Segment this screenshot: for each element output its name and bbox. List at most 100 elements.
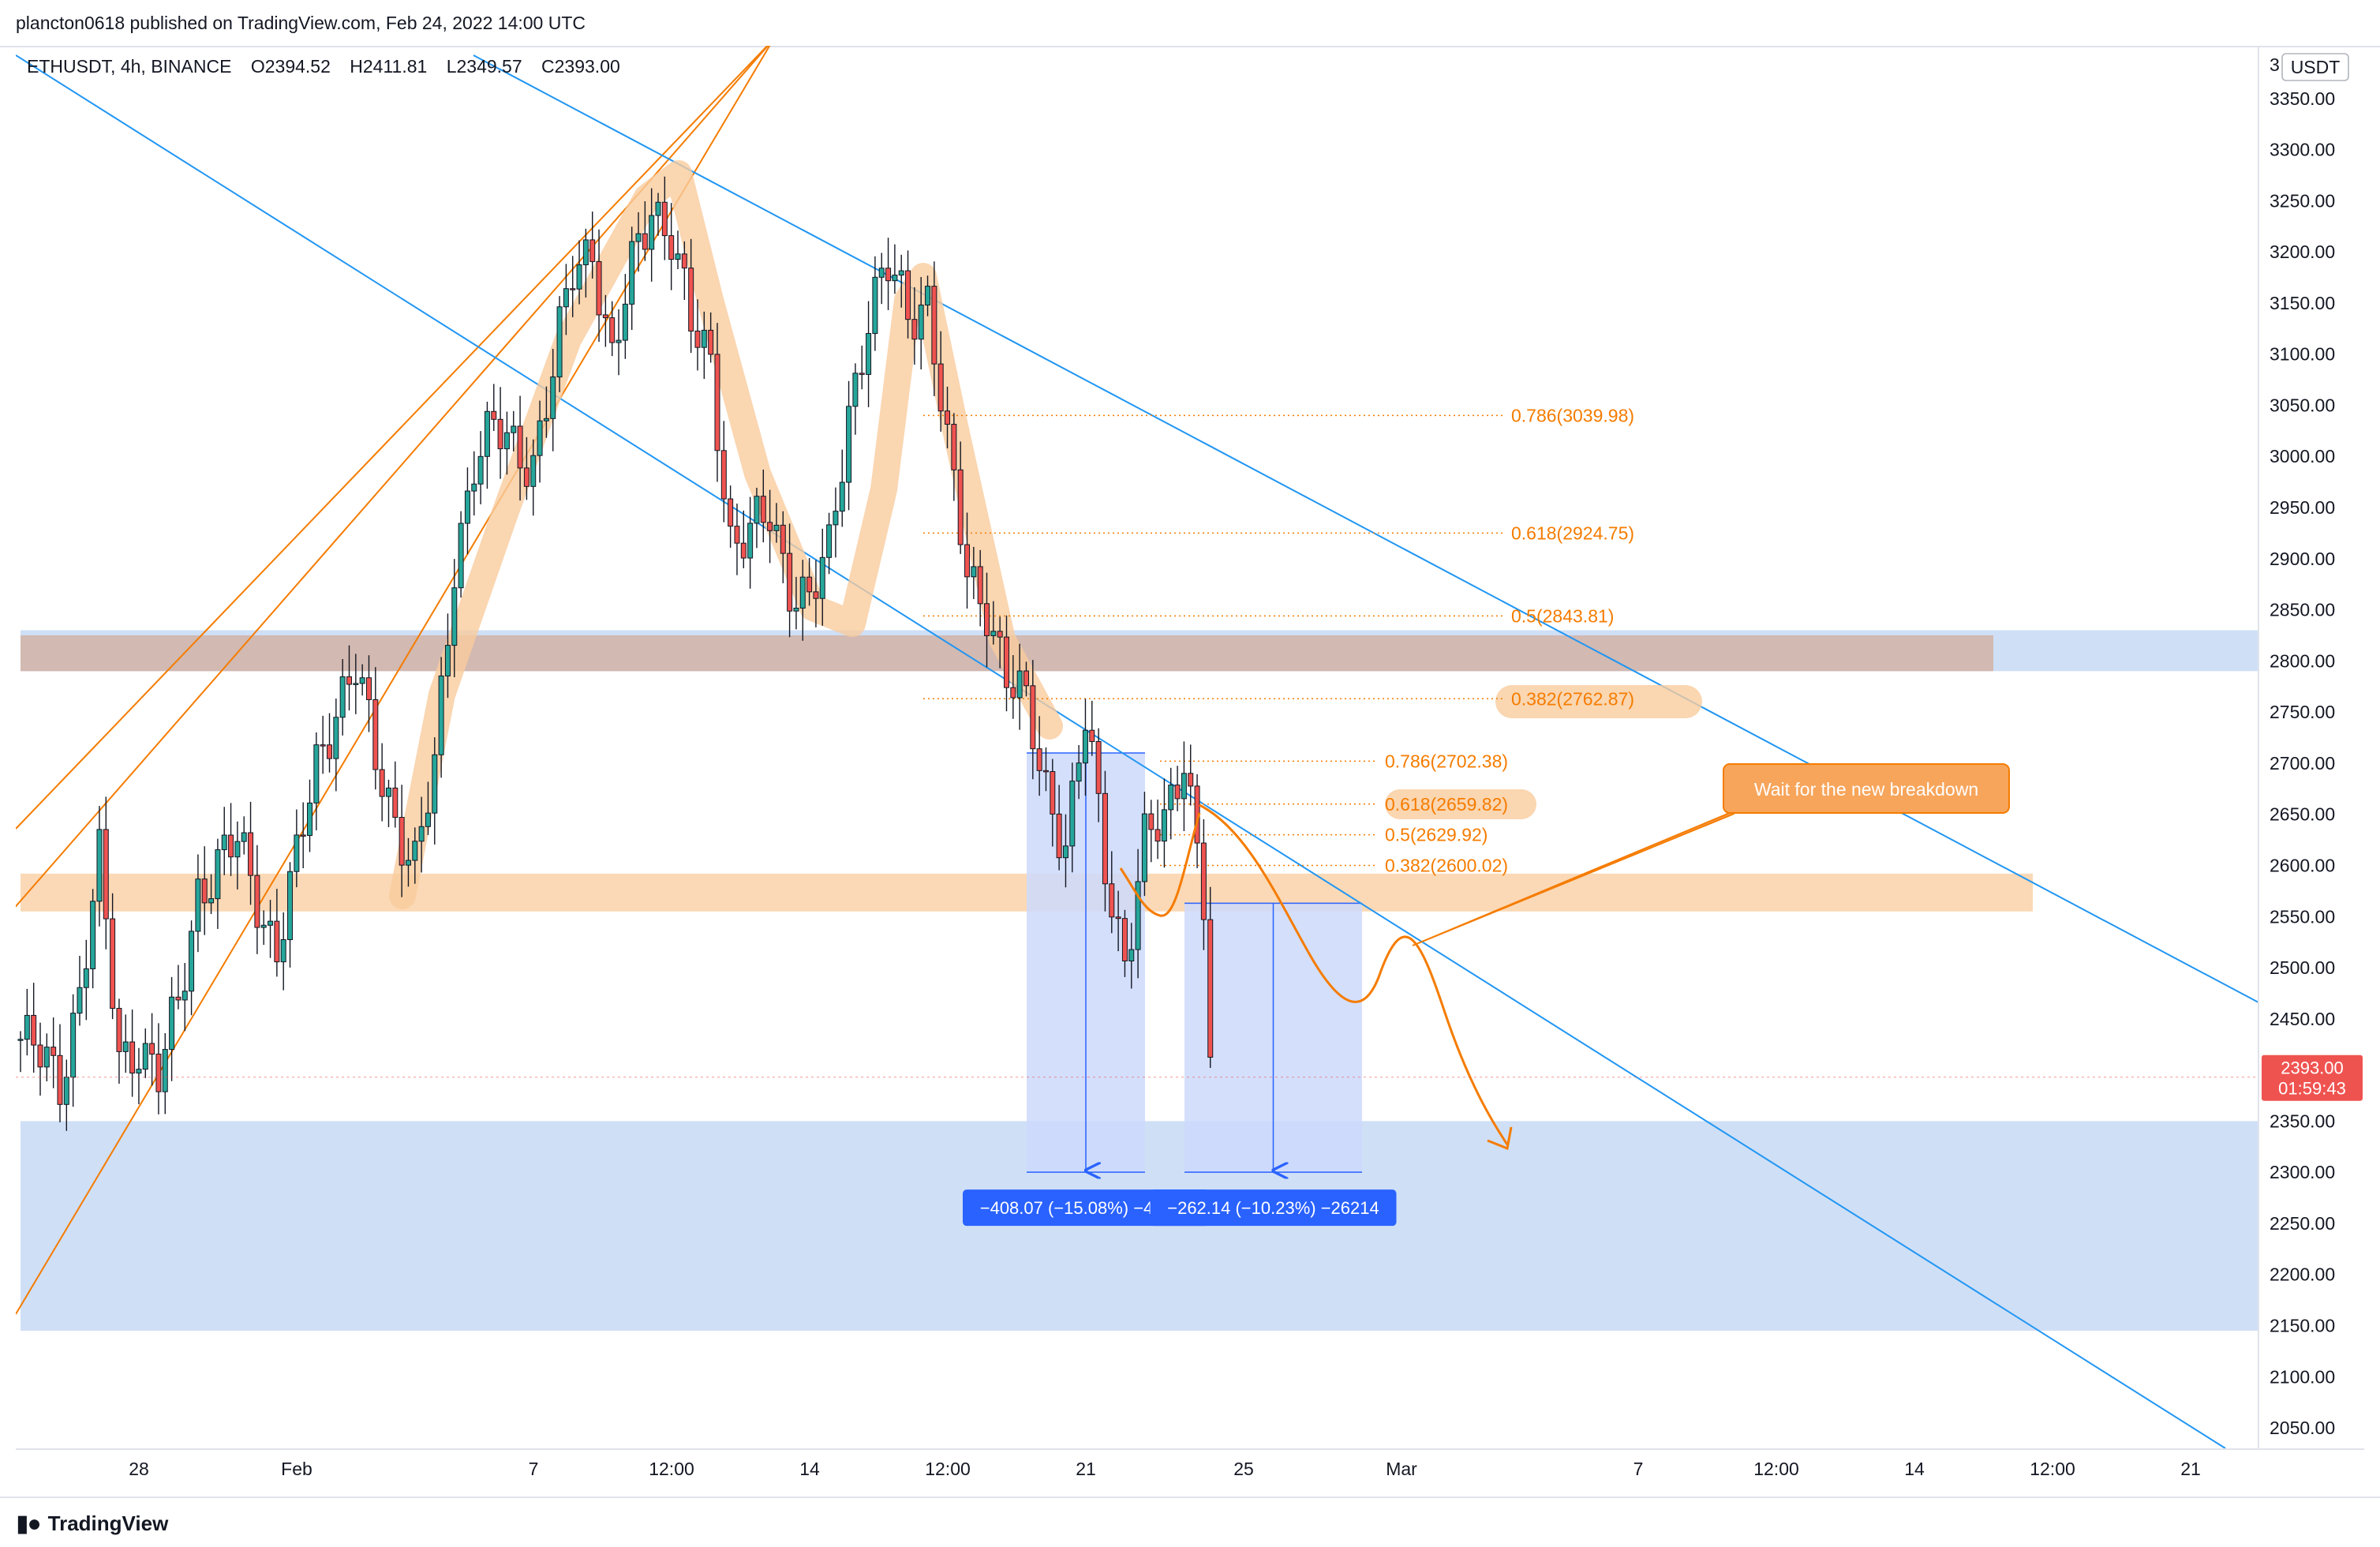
projected-path-prior <box>1119 812 1201 917</box>
candle-body <box>116 1008 122 1052</box>
candle-body <box>1200 842 1207 920</box>
candle-body <box>280 939 286 963</box>
projection-layer <box>1119 803 1513 1151</box>
tradingview-logo[interactable]: ▮● TradingView <box>16 1509 168 1538</box>
candle-body <box>215 849 221 900</box>
candle-body <box>616 339 622 343</box>
candle-body <box>294 834 300 872</box>
candle-body <box>169 996 175 1051</box>
candle-body <box>1069 781 1076 847</box>
time-axis[interactable]: 28 Feb 7 12:00 14 12:00 21 25 Mar 7 12:00 14 12:00 21 <box>16 1448 2364 1479</box>
candle-body <box>1109 883 1115 918</box>
price-tick-label: 2100.00 <box>2270 1366 2335 1387</box>
candle-body <box>274 920 280 963</box>
price-tick-label: 2950.00 <box>2270 497 2335 518</box>
candle-body <box>57 1054 63 1105</box>
candle-body <box>1188 773 1194 787</box>
candle-body <box>24 1014 30 1040</box>
trendline-orange-channel-upper-a <box>16 46 769 830</box>
candle-body <box>1004 636 1009 688</box>
candle-body <box>1095 741 1102 794</box>
published-header: plancton0618 published on TradingView.co… <box>0 0 2380 47</box>
candle-body <box>655 201 661 216</box>
candle-body <box>1161 809 1167 842</box>
time-tick-label: 12:00 <box>2030 1459 2075 1479</box>
price-tick-label: 2350.00 <box>2270 1111 2335 1131</box>
fib-label: 0.382(2762.87) <box>1511 688 1634 709</box>
time-tick-label: Feb <box>281 1459 312 1479</box>
candle-body <box>799 576 806 609</box>
time-tick-label: 14 <box>799 1459 820 1479</box>
candle-body <box>201 878 208 904</box>
close-value: C2393.00 <box>541 56 620 77</box>
open-value: O2394.52 <box>251 56 331 77</box>
annotation-callout[interactable]: Wait for the new breakdown <box>1412 763 2010 946</box>
candle-body <box>747 523 754 559</box>
symbol-name: ETHUSDT, 4h, BINANCE <box>27 56 231 77</box>
measures-layer <box>1027 752 1362 1172</box>
time-tick-label: 25 <box>1233 1459 1254 1479</box>
candle-body <box>399 817 405 866</box>
price-tick-label: 2900.00 <box>2270 549 2335 569</box>
plot-area[interactable]: 0.786(3039.98) 0.618(2924.75) 0.5(2843.81)… <box>0 39 2258 1449</box>
price-axis[interactable]: 2050.00 2100.00 2150.00 2200.00 2250.00 2300.… <box>16 46 2363 1449</box>
candle-body <box>122 1041 129 1052</box>
candle-body <box>155 1053 162 1092</box>
candle-body <box>780 524 786 554</box>
candle-body <box>918 304 924 340</box>
candle-body <box>1207 919 1214 1058</box>
candle-body <box>846 406 852 483</box>
candle-body <box>451 587 458 646</box>
candle-body <box>517 425 523 469</box>
candle-body <box>346 676 352 685</box>
candle-body <box>83 968 89 988</box>
candle-body <box>491 410 497 420</box>
candle-body <box>1148 813 1154 830</box>
fib-highlight-minor <box>1385 789 1536 819</box>
price-tick-label: 3300.00 <box>2270 140 2335 160</box>
fib-label-minor: 0.382(2600.02) <box>1385 855 1508 875</box>
candle-body <box>754 496 760 524</box>
candle-body <box>576 264 582 290</box>
candle-body <box>767 522 773 531</box>
candle-body <box>945 410 951 425</box>
candle-body <box>142 1043 148 1070</box>
candle-body <box>234 841 241 858</box>
price-tick-label: 2300.00 <box>2270 1162 2335 1182</box>
currency-badge[interactable] <box>2281 53 2349 81</box>
bar-countdown: 01:59:43 <box>2278 1079 2346 1099</box>
candle-body <box>720 450 727 500</box>
candle-body <box>925 286 931 305</box>
candle-body <box>1030 685 1036 750</box>
candle-body <box>241 832 247 842</box>
candle-body <box>668 235 675 260</box>
candle-body <box>898 270 904 276</box>
candle-body <box>320 744 326 747</box>
candle-body <box>859 373 865 375</box>
price-tick-label: 2200.00 <box>2270 1264 2335 1285</box>
candle-body <box>477 455 484 485</box>
candle-body <box>90 901 96 969</box>
candle-body <box>412 841 418 861</box>
fib-label-minor: 0.618(2659.82) <box>1385 794 1508 815</box>
candle-body <box>813 591 819 599</box>
candle-body <box>661 201 668 237</box>
candle-body <box>43 1047 50 1068</box>
candle-body <box>77 987 83 1014</box>
candle-body <box>885 268 892 282</box>
trendlines-layer <box>16 46 2258 1449</box>
candle-body <box>17 1039 24 1041</box>
measure-label-box <box>1150 1189 1397 1227</box>
candle-body <box>385 787 391 797</box>
candle-body <box>1016 670 1023 699</box>
candle-body <box>582 239 589 265</box>
price-tick-label: 3000.00 <box>2270 446 2335 466</box>
price-tick-label: 2800.00 <box>2270 650 2335 671</box>
candle-body <box>444 645 451 676</box>
candle-body <box>136 1069 142 1074</box>
fib-label-minor: 0.5(2629.92) <box>1385 825 1488 845</box>
candle-body <box>1115 916 1121 920</box>
candle-body <box>1050 771 1056 815</box>
candle-body <box>622 303 628 341</box>
